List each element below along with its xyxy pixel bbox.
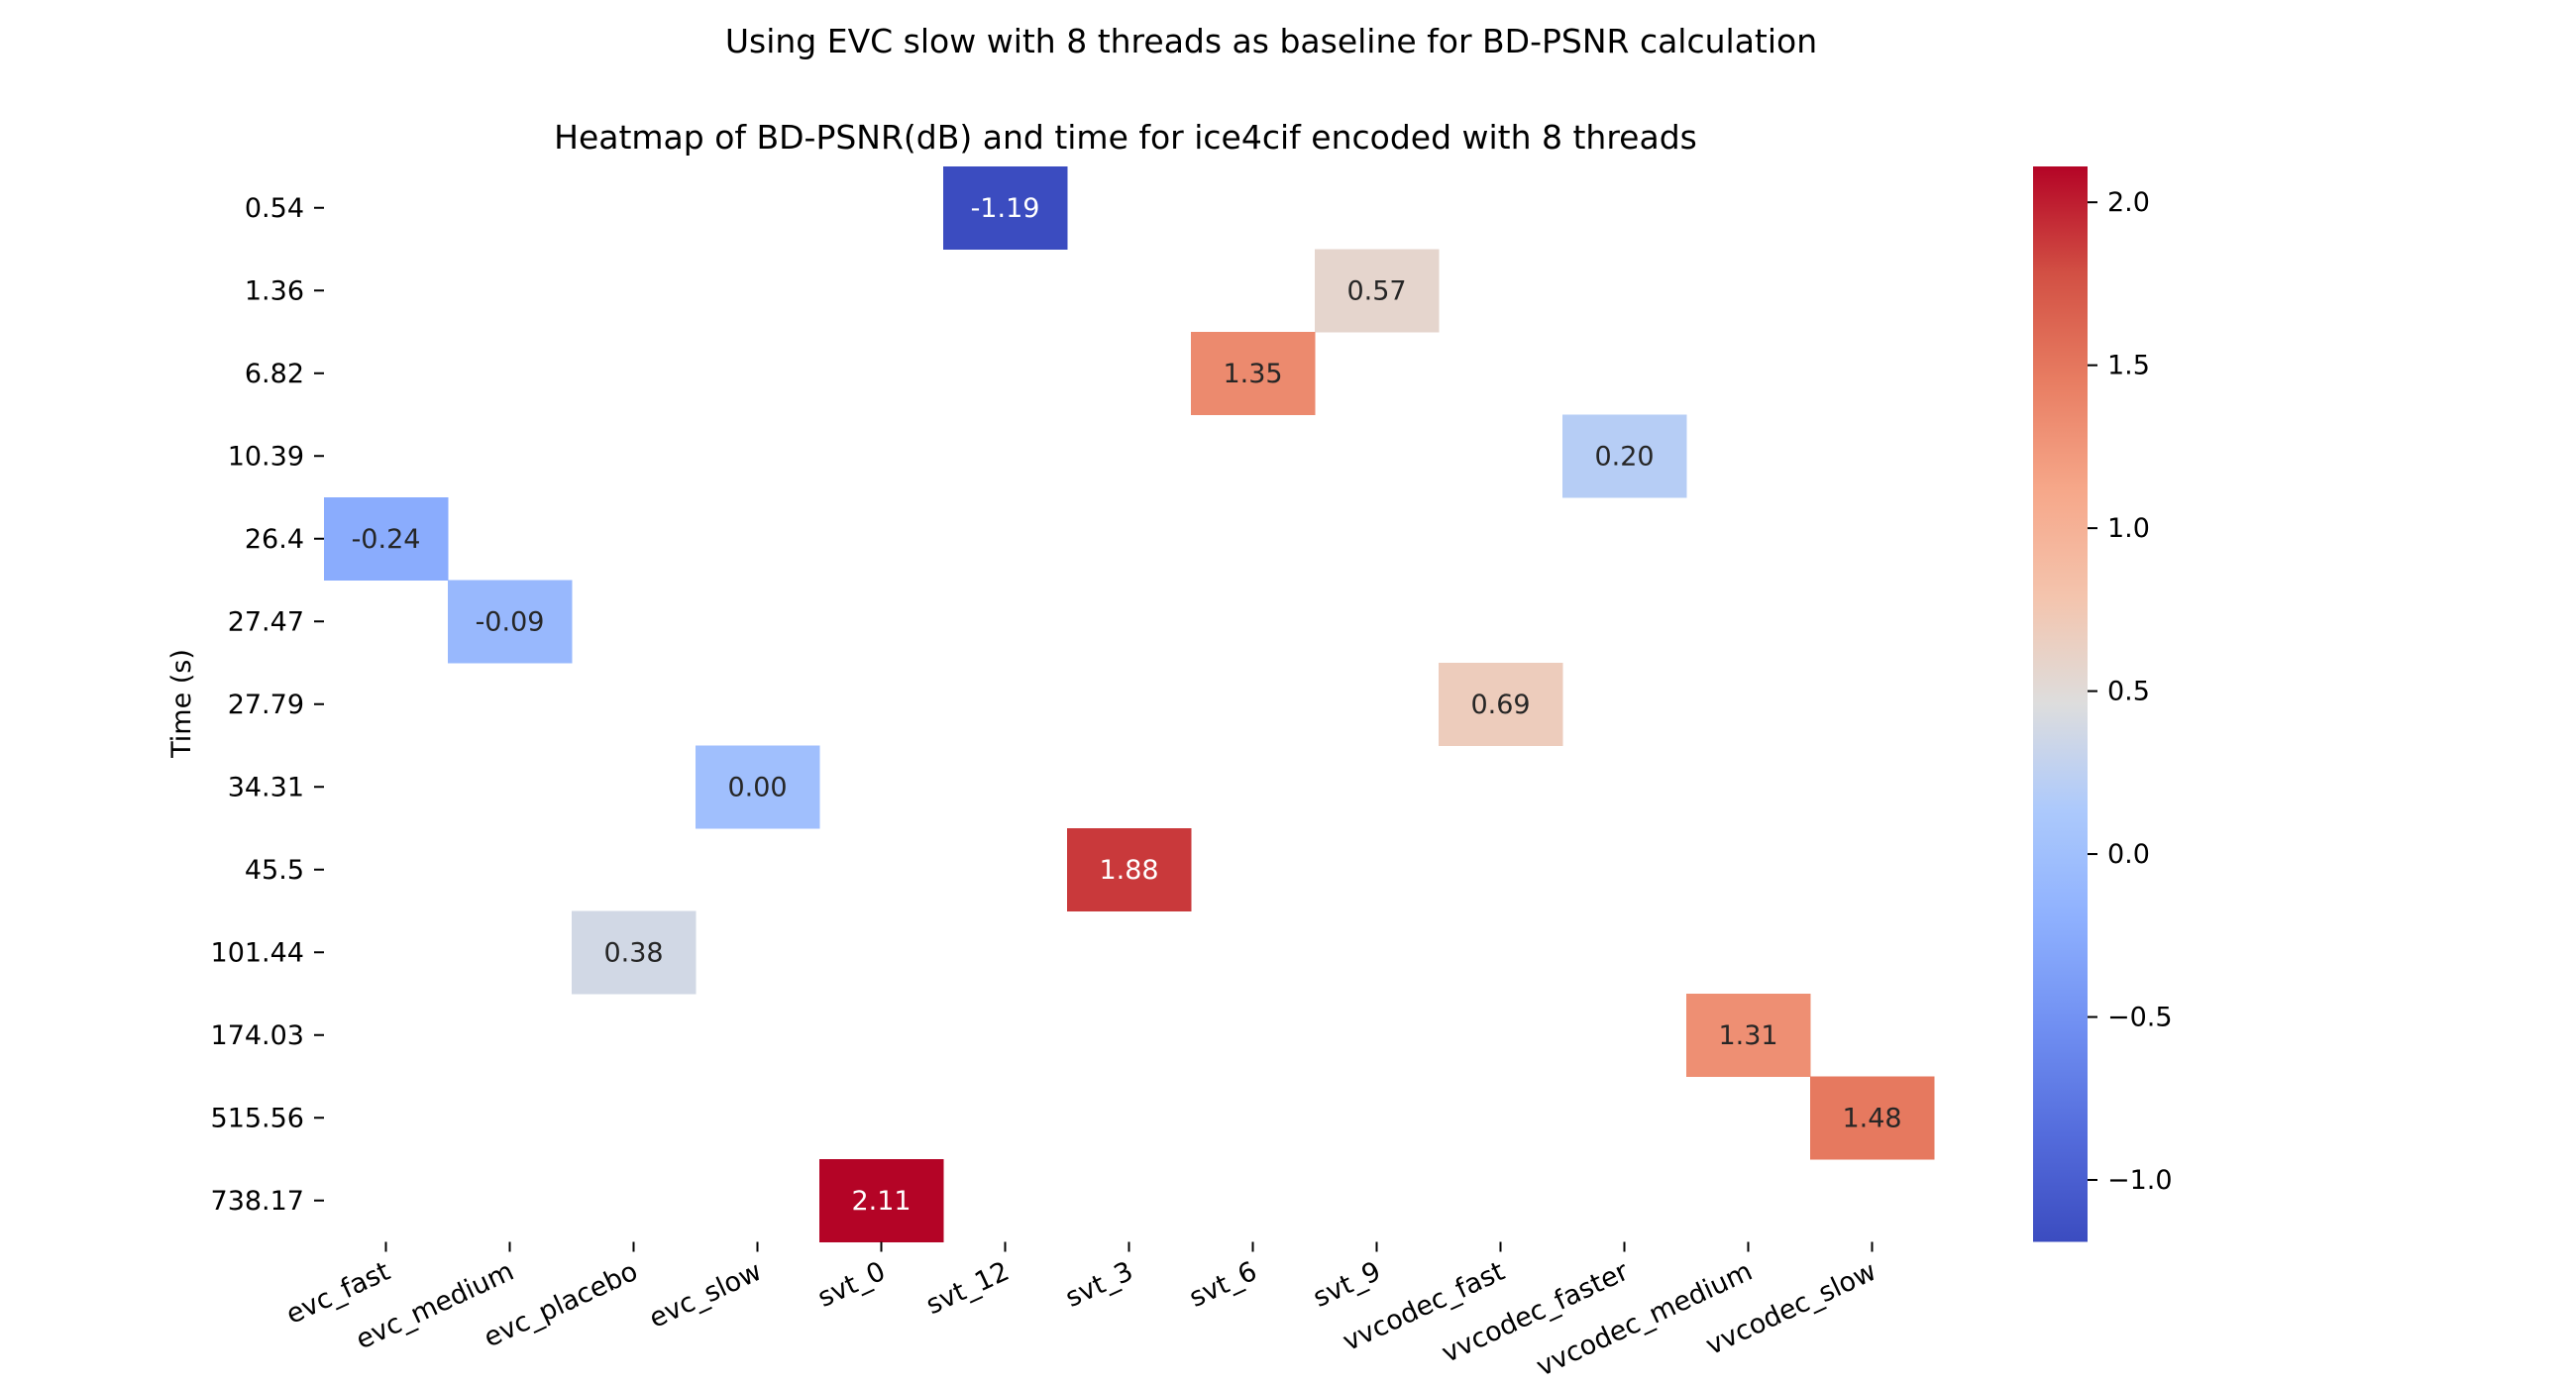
colorbar-tick-label: 2.0 bbox=[2107, 187, 2150, 218]
cell-value-label: 1.88 bbox=[1099, 855, 1158, 886]
y-tick-label: 10.39 bbox=[228, 441, 304, 472]
x-tick-label: svt_12 bbox=[921, 1256, 1014, 1321]
heatmap-cell bbox=[1562, 414, 1687, 498]
y-tick-label: 1.36 bbox=[245, 275, 304, 306]
x-tick-label: evc_slow bbox=[645, 1256, 767, 1334]
heatmap-cell bbox=[819, 1159, 944, 1242]
cell-value-label: 0.57 bbox=[1346, 275, 1406, 306]
cell-value-label: 0.00 bbox=[727, 772, 787, 802]
heatmap-cell bbox=[696, 745, 820, 829]
cell-value-label: -0.09 bbox=[476, 606, 545, 637]
y-tick-label: 26.4 bbox=[245, 524, 304, 555]
heatmap-cell bbox=[324, 497, 449, 581]
colorbar-tick-label: 0.5 bbox=[2107, 677, 2150, 707]
colorbar-tick-label: −0.5 bbox=[2107, 1003, 2173, 1033]
chart-suptitle: Using EVC slow with 8 threads as baselin… bbox=[725, 22, 1817, 60]
colorbar-tick-label: −1.0 bbox=[2107, 1165, 2173, 1196]
cell-value-label: 0.38 bbox=[603, 937, 663, 968]
y-axis: 0.54 1.36 6.82 10.39 26.4 27.47 27.79 34.31 45.5… bbox=[211, 193, 324, 1217]
x-tick-label: svt_0 bbox=[813, 1256, 891, 1314]
y-axis-label: Time (s) bbox=[166, 649, 197, 759]
x-tick-label: svt_9 bbox=[1309, 1256, 1386, 1314]
cell-value-label: 1.35 bbox=[1223, 359, 1282, 389]
x-tick-label: svt_6 bbox=[1185, 1256, 1262, 1314]
cell-value-label: 0.69 bbox=[1470, 690, 1530, 720]
y-tick-label: 515.56 bbox=[211, 1103, 304, 1133]
cell-value-label: 1.48 bbox=[1842, 1103, 1901, 1133]
chart-title: Heatmap of BD-PSNR(dB) and time for ice4… bbox=[554, 118, 1697, 157]
x-tick-label: vvcodec_medium bbox=[1532, 1256, 1757, 1383]
heatmap-cell bbox=[943, 166, 1068, 250]
heatmap-cell bbox=[1810, 1076, 1935, 1160]
cell-value-label: 1.31 bbox=[1718, 1020, 1777, 1051]
heatmap-cell bbox=[1067, 828, 1192, 911]
cell-value-label: 2.11 bbox=[851, 1186, 911, 1217]
heatmap-cell bbox=[1191, 332, 1316, 415]
heatmap-cells: -1.19 0.57 1.35 0.20 -0.24 -0.09 0.69 0.00 1.88 0… bbox=[324, 166, 1935, 1242]
y-tick-label: 45.5 bbox=[245, 855, 304, 886]
y-tick-label: 27.47 bbox=[228, 606, 304, 637]
y-tick-label: 174.03 bbox=[211, 1020, 304, 1051]
heatmap-cell bbox=[1315, 249, 1440, 333]
heatmap-cell bbox=[572, 910, 697, 995]
colorbar: −1.0 −0.5 0.0 0.5 1.0 1.5 2.0 bbox=[2033, 166, 2173, 1242]
y-tick-label: 34.31 bbox=[228, 772, 304, 802]
heatmap-cell bbox=[448, 580, 573, 664]
heatmap-cell bbox=[1686, 994, 1811, 1077]
colorbar-tick-label: 0.0 bbox=[2107, 839, 2150, 870]
colorbar-gradient bbox=[2033, 166, 2088, 1242]
y-tick-label: 27.79 bbox=[228, 690, 304, 720]
y-tick-label: 6.82 bbox=[245, 359, 304, 389]
cell-value-label: 0.20 bbox=[1594, 441, 1654, 472]
y-tick-label: 738.17 bbox=[211, 1186, 304, 1217]
cell-value-label: -0.24 bbox=[352, 524, 421, 555]
x-tick-label: svt_3 bbox=[1061, 1256, 1138, 1314]
y-tick-label: 101.44 bbox=[211, 937, 304, 968]
heatmap-cell bbox=[1439, 663, 1563, 746]
colorbar-tick-label: 1.5 bbox=[2107, 351, 2150, 381]
colorbar-tick-label: 1.0 bbox=[2107, 513, 2150, 544]
y-tick-label: 0.54 bbox=[245, 193, 304, 224]
cell-value-label: -1.19 bbox=[971, 193, 1040, 224]
